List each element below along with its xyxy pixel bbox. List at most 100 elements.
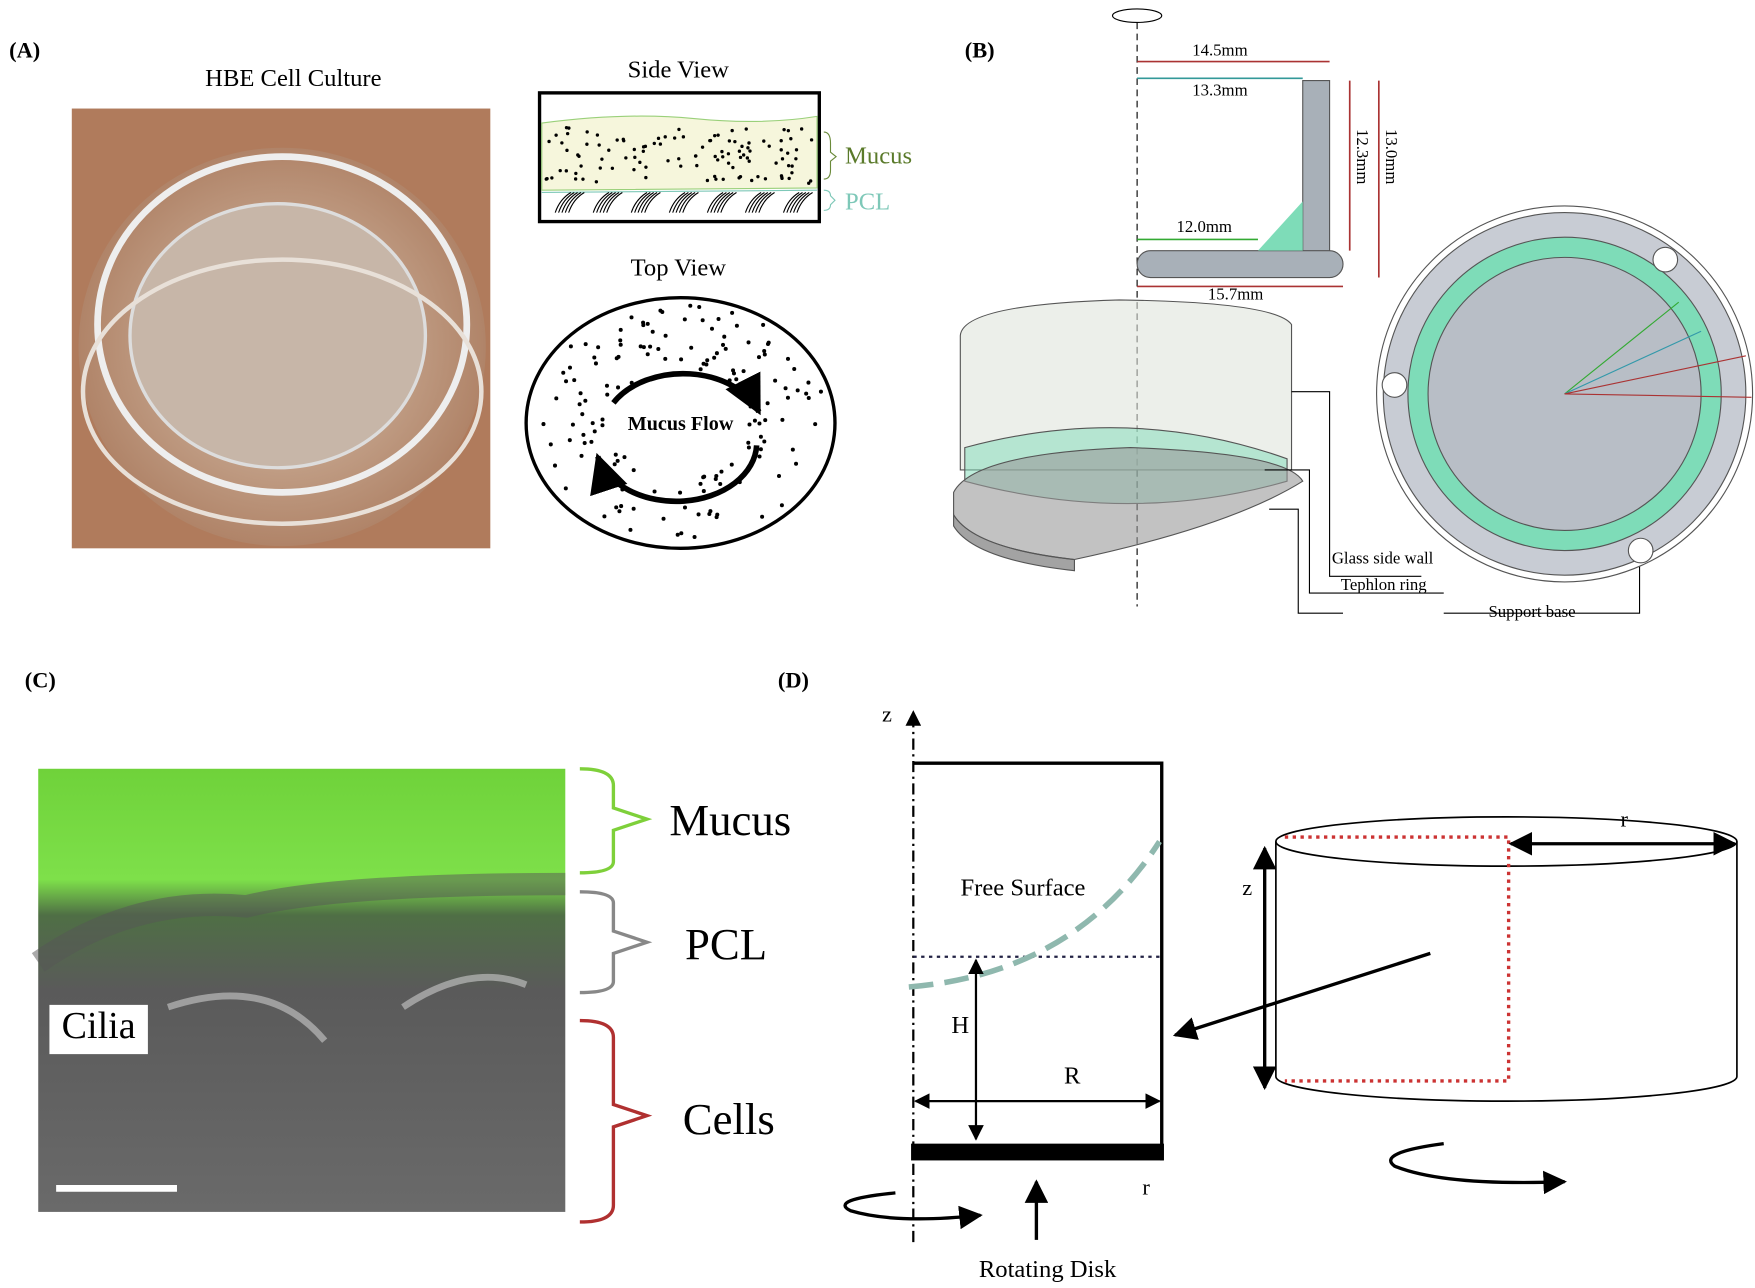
particle (708, 509, 713, 514)
disk-label: Rotating Disk (979, 1256, 1117, 1283)
particle (790, 447, 795, 452)
particle (746, 340, 751, 345)
particle (618, 342, 623, 347)
particle (748, 149, 752, 153)
particle (730, 310, 735, 315)
particle (579, 453, 584, 458)
axis-label: r (1142, 1175, 1150, 1200)
section (1284, 835, 1511, 1083)
particle (738, 155, 743, 160)
particle (718, 482, 723, 487)
flow-arrow (611, 370, 762, 416)
particle (596, 345, 601, 350)
particle (785, 395, 790, 400)
particle (631, 506, 636, 511)
particle (790, 164, 794, 168)
particle (560, 141, 564, 145)
particle (629, 315, 634, 320)
layer-label: PCL (685, 919, 767, 969)
particle (589, 439, 594, 444)
particle (614, 356, 619, 361)
cilium (606, 191, 623, 213)
rotation-icon (1111, 8, 1163, 23)
mucus-layer (541, 115, 818, 191)
particle (794, 157, 798, 161)
particle (698, 481, 703, 486)
cilium (748, 191, 765, 213)
cilium (796, 191, 813, 213)
cilia-drawing (554, 191, 813, 213)
cilium (682, 191, 699, 213)
particle (786, 128, 791, 133)
cilia-label: Cilia (62, 1005, 136, 1047)
cilium (706, 191, 724, 213)
particle (658, 142, 663, 146)
panel-label: (B) (965, 38, 995, 63)
particle (713, 133, 717, 138)
particle (581, 432, 586, 437)
dish (78, 147, 486, 547)
particle (592, 429, 597, 434)
particle (600, 417, 605, 422)
particle (661, 516, 666, 521)
particle (806, 380, 811, 385)
particle (757, 421, 762, 426)
particle (590, 421, 595, 426)
cilium (716, 191, 734, 213)
brace (579, 1018, 653, 1224)
particle (688, 303, 693, 308)
particle (705, 358, 710, 363)
particle (780, 157, 785, 161)
particle (645, 352, 650, 357)
top-view-title: Top View (631, 254, 727, 281)
particle (756, 355, 762, 360)
particle (585, 142, 589, 146)
dim: 13.0mm (1382, 129, 1401, 184)
particle (607, 148, 611, 152)
particle (719, 469, 724, 474)
particle (570, 422, 575, 427)
cilium (713, 191, 731, 213)
mucus-particles (544, 125, 814, 185)
cilium (640, 191, 658, 213)
particle (632, 147, 636, 152)
particle (545, 176, 549, 181)
cilium (720, 191, 737, 213)
particle (577, 402, 582, 407)
particle (698, 367, 703, 372)
brace (823, 189, 836, 211)
particle (762, 348, 767, 353)
particle (780, 176, 784, 181)
cilium (758, 191, 775, 213)
particle (541, 422, 546, 427)
particle (681, 135, 686, 139)
particle (585, 130, 589, 134)
cilium (554, 191, 572, 213)
particle (617, 509, 622, 514)
particle (752, 418, 757, 423)
particle (648, 344, 653, 349)
particle (582, 441, 587, 446)
particle (598, 166, 602, 170)
particle (583, 342, 588, 347)
particle (565, 131, 570, 136)
cilium (744, 191, 762, 213)
particle (700, 318, 705, 323)
particle (564, 379, 569, 384)
top-plan (1376, 205, 1754, 583)
particle (763, 418, 768, 423)
cilium (786, 191, 803, 213)
container (913, 761, 1164, 1161)
particle (597, 143, 601, 147)
part-label: Glass side wall (1332, 548, 1434, 567)
pcl-line (541, 189, 818, 194)
particle (786, 163, 791, 168)
rotation-arrow (843, 1191, 983, 1230)
particle (663, 333, 668, 338)
particle (794, 148, 799, 152)
particle (779, 503, 784, 508)
particle (612, 462, 617, 467)
layer-label: Cells (683, 1094, 775, 1144)
photo-title: HBE Cell Culture (205, 65, 381, 92)
particle (729, 462, 734, 467)
